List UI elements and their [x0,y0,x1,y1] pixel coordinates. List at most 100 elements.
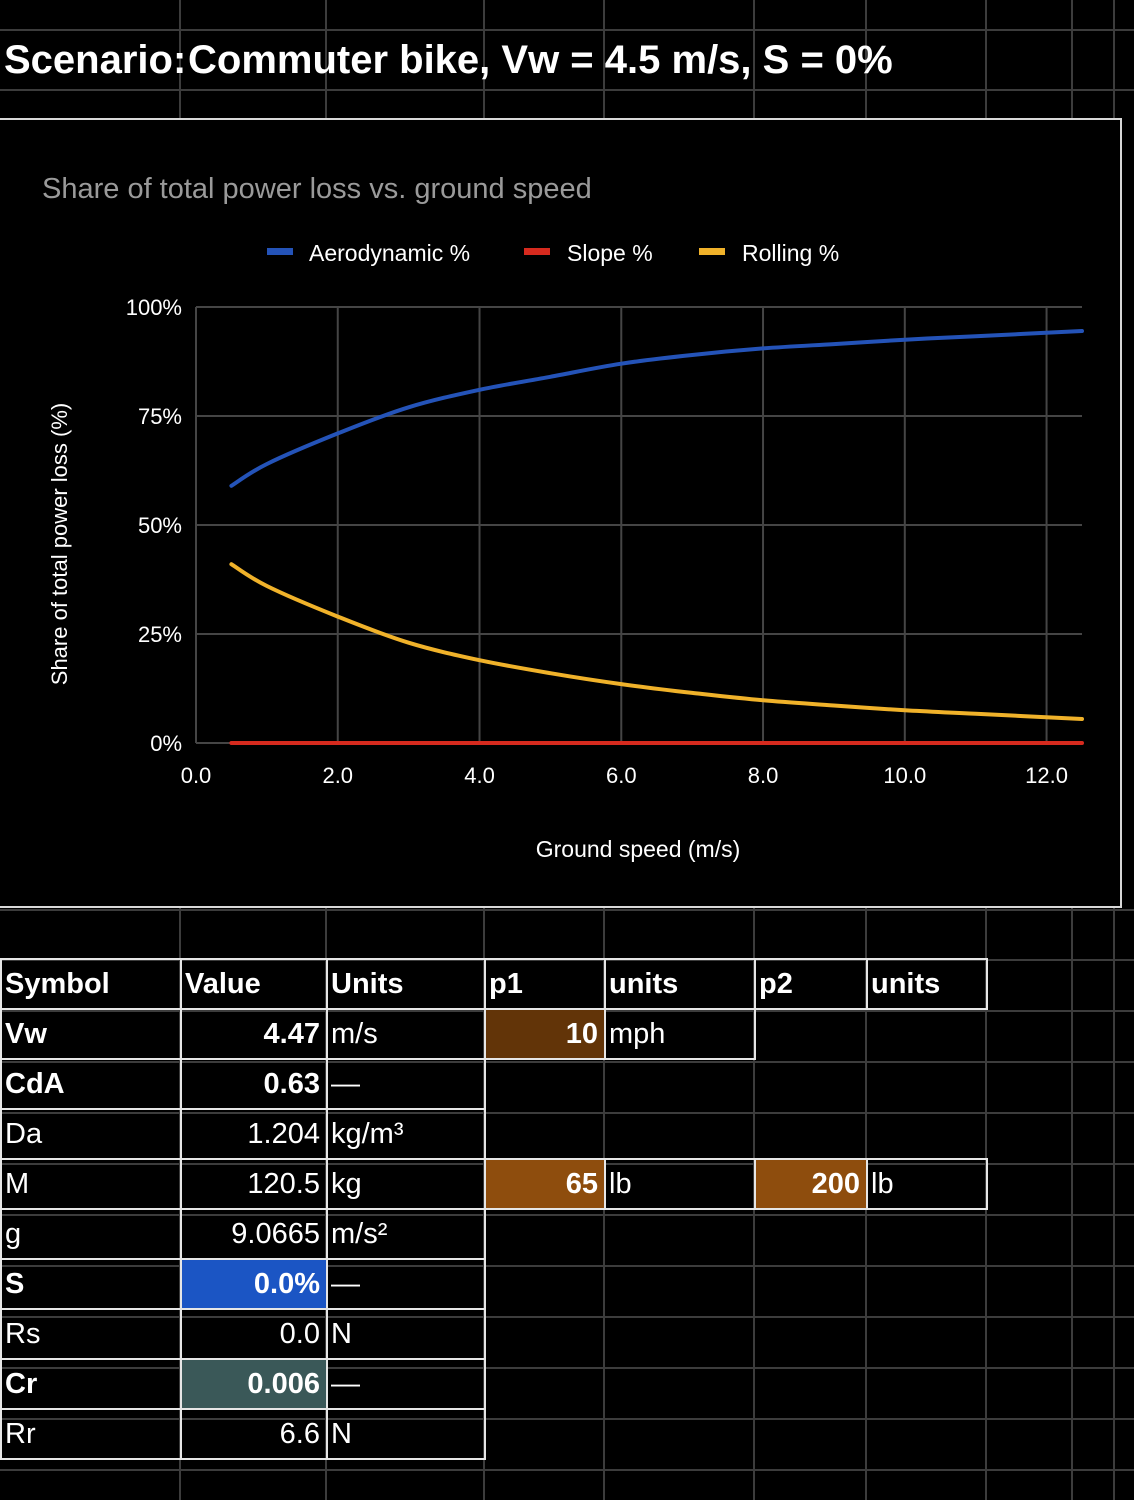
legend-label-slope: Slope % [567,240,653,266]
p2-units-cell[interactable]: lb [866,1158,988,1210]
units-cell[interactable]: kg/m³ [326,1108,486,1160]
p1-cell[interactable]: 10 [484,1008,606,1060]
p2-cell[interactable]: 200 [754,1158,868,1210]
p1-cell[interactable]: 65 [484,1158,606,1210]
p2-units-cell[interactable] [867,1359,987,1409]
header-p2-units[interactable]: units [866,958,988,1010]
header-p1-units[interactable]: units [604,958,756,1010]
x-tick-label: 10.0 [883,763,926,788]
value-cell[interactable]: 6.6 [180,1408,328,1460]
sheet-title-row: Scenario: Commuter bike, Vw = 4.5 m/s, S… [0,34,1134,90]
p2-units-cell[interactable] [867,1259,987,1309]
p2-cell[interactable] [755,1059,867,1109]
table-row: Cr 0.006 — [0,1358,987,1410]
p2-units-cell[interactable] [867,1409,987,1459]
value-cell[interactable]: 9.0665 [180,1208,328,1260]
symbol-cell[interactable]: g [0,1208,182,1260]
x-tick-label: 4.0 [464,763,495,788]
units-cell[interactable]: kg [326,1158,486,1210]
table-header-row: Symbol Value Units p1 units p2 units [0,958,988,1010]
p1-cell[interactable] [485,1059,605,1109]
value-cell[interactable]: 120.5 [180,1158,328,1210]
p2-units-cell[interactable] [867,1059,987,1109]
p2-cell[interactable] [755,1009,867,1059]
symbol-cell[interactable]: M [0,1158,182,1210]
legend-swatch-slope [524,248,550,255]
p1-cell[interactable] [485,1109,605,1159]
value-cell[interactable]: 0.006 [180,1358,328,1410]
p2-cell[interactable] [755,1359,867,1409]
x-tick-label: 2.0 [322,763,353,788]
y-tick-label: 75% [138,404,182,429]
symbol-cell[interactable]: Rr [0,1408,182,1460]
p1-units-cell[interactable] [605,1209,755,1259]
table-row: Da 1.204 kg/m³ [0,1108,987,1160]
sheet-title-value[interactable]: Commuter bike, Vw = 4.5 m/s, S = 0% [188,38,893,82]
p2-cell[interactable] [755,1109,867,1159]
units-cell[interactable]: — [326,1358,486,1410]
units-cell[interactable]: N [326,1308,486,1360]
p2-cell[interactable] [755,1309,867,1359]
y-tick-label: 0% [150,731,182,756]
p1-units-cell[interactable] [605,1359,755,1409]
legend-swatch-aero [267,248,293,255]
p2-units-cell[interactable] [867,1009,987,1059]
units-cell[interactable]: m/s [326,1008,486,1060]
x-tick-label: 12.0 [1025,763,1068,788]
chart-panel[interactable]: Share of total power loss vs. ground spe… [0,118,1122,908]
symbol-cell[interactable]: CdA [0,1058,182,1110]
p1-cell[interactable] [485,1409,605,1459]
p2-units-cell[interactable] [867,1109,987,1159]
p1-units-cell[interactable] [605,1259,755,1309]
p2-units-cell[interactable] [867,1309,987,1359]
header-p1[interactable]: p1 [484,958,606,1010]
value-cell[interactable]: 0.0% [180,1258,328,1310]
p2-units-cell[interactable] [867,1209,987,1259]
header-value[interactable]: Value [180,958,328,1010]
series-lines [229,329,1084,746]
value-cell[interactable]: 0.0 [180,1308,328,1360]
symbol-cell[interactable]: Cr [0,1358,182,1410]
series-line-aero [229,329,1084,488]
p2-cell[interactable] [755,1409,867,1459]
units-cell[interactable]: — [326,1058,486,1110]
value-cell[interactable]: 0.63 [180,1058,328,1110]
symbol-cell[interactable]: Rs [0,1308,182,1360]
legend-label-rolling: Rolling % [742,240,839,266]
header-symbol[interactable]: Symbol [0,958,182,1010]
table-row: Rs 0.0 N [0,1308,987,1360]
header-units[interactable]: Units [326,958,486,1010]
x-axis-label: Ground speed (m/s) [536,836,741,862]
p1-cell[interactable] [485,1359,605,1409]
header-p2[interactable]: p2 [754,958,868,1010]
symbol-cell[interactable]: Da [0,1108,182,1160]
units-cell[interactable]: — [326,1258,486,1310]
symbol-cell[interactable]: Vw [0,1008,182,1060]
p1-units-cell[interactable] [605,1059,755,1109]
p1-cell[interactable] [485,1209,605,1259]
series-line-rolling [229,562,1084,721]
table-row: S 0.0% — [0,1258,987,1310]
y-tick-label: 50% [138,513,182,538]
chart-title: Share of total power loss vs. ground spe… [42,173,592,205]
chart-legend: Aerodynamic % Slope % Rolling % [267,240,839,266]
p1-units-cell[interactable] [605,1109,755,1159]
p1-units-cell[interactable]: mph [604,1008,756,1060]
y-tick-label: 100% [126,295,182,320]
power-loss-chart: Share of total power loss vs. ground spe… [42,173,1084,862]
symbol-cell[interactable]: S [0,1258,182,1310]
value-cell[interactable]: 4.47 [180,1008,328,1060]
p1-units-cell[interactable] [605,1409,755,1459]
sheet-title-label[interactable]: Scenario: [4,38,187,82]
p2-cell[interactable] [755,1259,867,1309]
p2-cell[interactable] [755,1209,867,1259]
p1-units-cell[interactable] [605,1309,755,1359]
p1-cell[interactable] [485,1309,605,1359]
units-cell[interactable]: N [326,1408,486,1460]
p1-cell[interactable] [485,1259,605,1309]
value-cell[interactable]: 1.204 [180,1108,328,1160]
table-row: g 9.0665 m/s² [0,1208,987,1260]
units-cell[interactable]: m/s² [326,1208,486,1260]
p1-units-cell[interactable]: lb [604,1158,756,1210]
table-row: CdA 0.63 — [0,1058,987,1110]
